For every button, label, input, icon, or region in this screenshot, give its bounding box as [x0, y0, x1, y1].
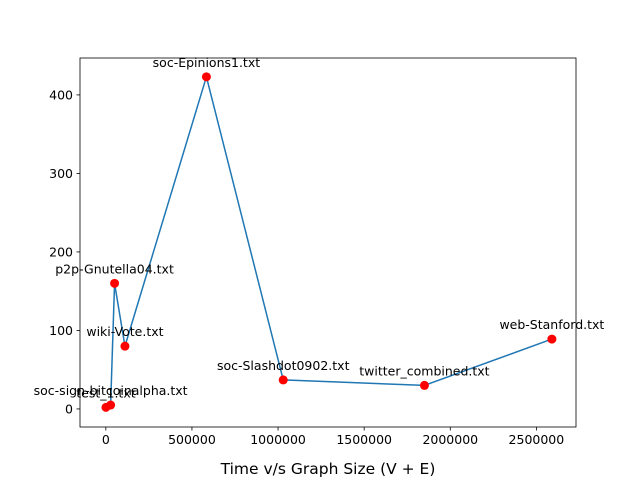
axes-group: 0 500000 1000000 1500000 2000000 2500000 0 100 2…	[49, 87, 564, 447]
point-label: test_1.txt	[76, 385, 135, 400]
data-point	[201, 72, 211, 82]
point-label: soc-Slashdot0902.txt	[217, 358, 350, 373]
data-point	[110, 278, 120, 288]
point-label: wiki-Vote.txt	[86, 324, 163, 339]
point-label: p2p-Gnutella04.txt	[55, 261, 174, 276]
plot-frame	[79, 57, 577, 428]
x-tick-label: 2500000	[509, 432, 565, 447]
y-tick-label: 400	[49, 87, 73, 102]
y-tick-label: 200	[49, 244, 73, 259]
markers-group	[101, 72, 557, 412]
y-tick-label: 100	[49, 323, 73, 338]
data-point	[419, 380, 429, 390]
data-point	[278, 375, 288, 385]
x-tick-label: 0	[102, 432, 110, 447]
data-point	[120, 341, 130, 351]
data-point	[547, 334, 557, 344]
point-label: soc-sign-bitcoinalpha.txt	[34, 383, 188, 398]
x-axis-label: Time v/s Graph Size (V + E)	[220, 460, 436, 478]
data-point	[106, 400, 116, 410]
point-label: web-Stanford.txt	[499, 317, 604, 332]
x-tick-label: 1000000	[250, 432, 306, 447]
x-tick-label: 1500000	[336, 432, 392, 447]
plot-area	[79, 57, 577, 428]
series-line	[105, 74, 553, 409]
point-label: twitter_combined.txt	[359, 363, 489, 378]
x-tick-label: 2000000	[422, 432, 478, 447]
point-label: soc-Epinions1.txt	[153, 55, 261, 70]
y-tick-label: 0	[65, 401, 73, 416]
x-tick-label: 500000	[168, 432, 216, 447]
y-tick-label: 300	[49, 166, 73, 181]
series-line-group	[105, 74, 553, 409]
